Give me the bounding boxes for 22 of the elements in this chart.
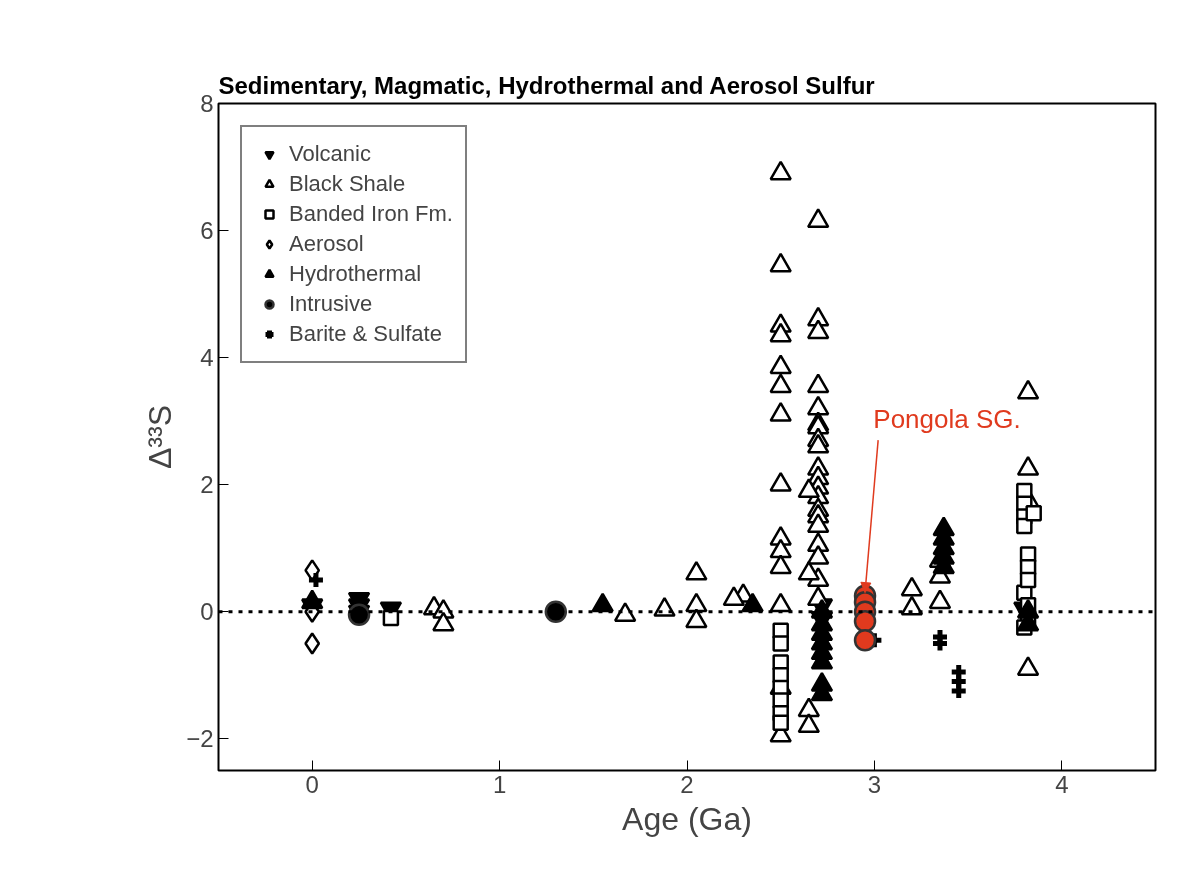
x-tick-label: 3	[867, 770, 882, 798]
x-tick-label: 2	[680, 770, 694, 798]
legend-label: Black Shale	[289, 170, 406, 198]
legend-label: Intrusive	[289, 290, 373, 318]
x-tick-label: 0	[305, 770, 319, 798]
legend-label: Volcanic	[289, 140, 371, 168]
chart-title: Sedimentary, Magmatic, Hydrothermal and Aerosol Sulfur	[218, 71, 875, 99]
legend-label: Banded Iron Fm.	[289, 200, 453, 228]
y-tick-label: 4	[200, 344, 214, 372]
legend-label: Barite & Sulfate	[289, 320, 442, 348]
y-tick-label: 2	[200, 471, 214, 499]
legend-label: Hydrothermal	[289, 260, 422, 288]
annotation: Pongola SG.	[873, 403, 1021, 434]
y-tick-label: 0	[200, 598, 214, 626]
x-tick-label: 4	[1055, 770, 1069, 798]
x-axis-title: Age (Ga)	[622, 800, 752, 837]
x-tick-label: 1	[492, 770, 507, 798]
y-tick-label: −2	[186, 725, 214, 753]
y-tick-label: 6	[200, 217, 214, 245]
y-tick-label: 8	[200, 90, 214, 117]
legend-label: Aerosol	[289, 230, 364, 258]
y-axis-title: Δ³³S	[142, 404, 179, 470]
